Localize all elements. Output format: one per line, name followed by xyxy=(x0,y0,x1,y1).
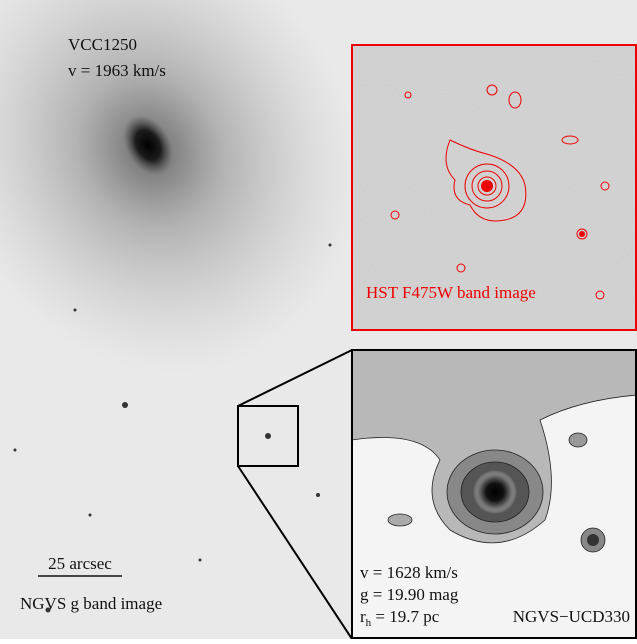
scale-label: 25 arcsec xyxy=(48,554,112,573)
ucd-velocity: v = 1628 km/s xyxy=(360,563,458,582)
main-caption: NGVS g band image xyxy=(20,594,162,613)
hst-caption: HST F475W band image xyxy=(366,283,536,302)
radius-value: = 19.7 pc xyxy=(371,607,440,626)
figure: VCC1250 v = 1963 km/s 25 arcsec NGVS g b… xyxy=(0,0,637,639)
ucd-magnitude: g = 19.90 mag xyxy=(360,585,459,604)
ucd-name: NGVS−UCD330 xyxy=(513,607,630,626)
galaxy-velocity: v = 1963 km/s xyxy=(68,61,166,80)
galaxy-name: VCC1250 xyxy=(68,35,137,54)
hst-source xyxy=(481,180,493,192)
ucd-radius: rh = 19.7 pc xyxy=(360,607,440,629)
hst-source xyxy=(579,231,585,237)
